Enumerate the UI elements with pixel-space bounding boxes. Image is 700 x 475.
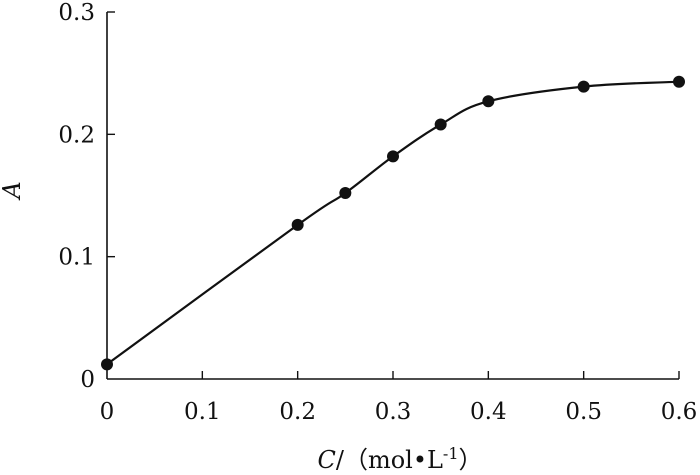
- x-tick-label: 0.4: [470, 399, 507, 425]
- x-tick-label: 0: [100, 399, 115, 425]
- x-axis-label-close: ）: [459, 446, 483, 474]
- data-point: [291, 218, 304, 231]
- x-axis-label-exponent: -1: [443, 444, 459, 463]
- data-point: [673, 75, 685, 88]
- y-axis-label: A: [0, 181, 26, 200]
- x-tick-label: 0.2: [279, 399, 316, 425]
- data-point: [482, 95, 495, 108]
- x-tick-label: 0.3: [375, 399, 412, 425]
- data-point: [577, 80, 590, 93]
- y-tick-label: 0: [80, 367, 95, 393]
- ticks: 0 0.1 0.2 0.3 0.4 0.5 0.6 0 0.1 0.2 0.3: [58, 0, 697, 425]
- series-line: [106, 80, 680, 366]
- x-tick-label: 0.1: [184, 399, 221, 425]
- x-tick-label: 0.6: [661, 399, 698, 425]
- x-axis-label: C/（mol•L-1）: [317, 444, 482, 475]
- data-point: [101, 358, 113, 371]
- data-point: [387, 150, 399, 163]
- axes: [106, 12, 679, 380]
- series: [101, 75, 685, 371]
- y-tick-label: 0.2: [58, 122, 95, 148]
- y-tick-label: 0.3: [58, 0, 95, 26]
- y-tick-label: 0.1: [58, 245, 95, 271]
- x-tick-label: 0.5: [565, 399, 602, 425]
- x-axis-label-unit: /（mol•L: [336, 446, 443, 474]
- x-axis-label-symbol: C: [317, 446, 335, 474]
- data-point: [339, 187, 352, 200]
- data-point: [434, 118, 447, 131]
